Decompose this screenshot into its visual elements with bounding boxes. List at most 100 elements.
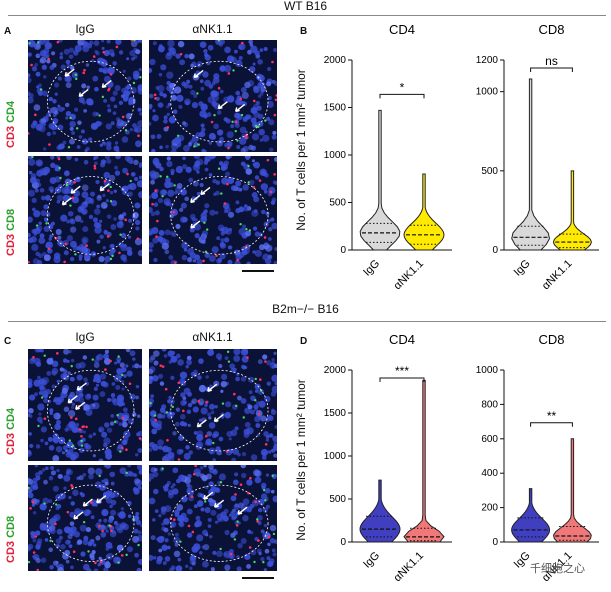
panel-a-col-igg: IgG [75,22,95,36]
scale-bar-c [242,577,274,579]
arrow-icon [203,491,214,500]
y-tick-label: 600 [481,434,498,445]
x-tick-label: IgG [361,258,382,279]
x-tick-label: αNK1.1 [540,258,575,293]
micrograph-a-igg-cd8 [28,156,142,264]
arrow-icon [64,68,75,77]
watermark: 千细胞之心 [530,563,585,575]
significance-bracket [530,67,573,72]
bottom-rule [8,321,606,322]
panel-a-row-cd4-label: CD3 CD4 [5,101,17,148]
panel-label-c: C [4,336,12,347]
significance-label: * [400,80,405,94]
chart-title: CD4 [389,332,415,347]
arrow-icon [61,197,72,206]
green-channel-label: CD8 [5,515,17,538]
y-tick-label: 1000 [324,451,347,462]
arrow-icon [213,499,225,508]
y-tick-label: 2000 [324,365,347,376]
y-tick-label: 2000 [324,55,347,66]
arrow-icon [82,498,93,507]
micrograph-c-igg-cd4 [28,349,142,461]
x-tick-label: IgG [512,258,533,279]
y-tick-label: 0 [492,537,498,548]
panel-label-d: D [300,336,308,347]
green-channel-label: CD4 [5,100,17,123]
y-tick-label: 500 [329,494,346,505]
bottom-header: B2m−/− B16 [272,302,339,316]
arrow-icon [76,382,87,391]
x-tick-label: αNK1.1 [392,550,427,585]
significance-label: *** [395,364,409,378]
arrow-icon [213,413,224,423]
arrow-icon [70,185,81,194]
significance-label: ns [545,54,558,68]
violin-igg [511,488,551,543]
y-tick-label: 1200 [476,55,499,66]
y-tick-label: 0 [492,245,498,256]
micrograph-c-ank-cd4 [149,349,277,461]
arrow-icon [237,506,248,515]
y-tick-label: 1500 [324,103,347,114]
arrow-icon [99,183,110,192]
violin-ank [403,379,445,543]
arrow-icon [75,401,86,410]
y-tick-label: 1500 [324,408,347,419]
red-channel-label: CD3 [5,540,17,563]
red-channel-label: CD3 [5,233,17,256]
top-rule [8,15,606,16]
arrow-icon [193,69,204,79]
panel-label-a: A [4,26,12,37]
violin-igg [511,78,551,251]
micrograph-c-igg-cd8 [28,465,142,571]
y-tick-label: 500 [481,166,498,177]
panel-a-col-ank: αNK1.1 [192,22,233,36]
violin-ank [552,170,592,251]
top-header: WT B16 [283,0,328,13]
arrow-icon [207,383,218,392]
violin-ank [403,173,445,251]
arrow-icon [190,220,201,229]
significance-label: ** [547,409,557,423]
chart-title: CD8 [538,22,564,37]
y-tick-label: 1000 [324,150,347,161]
red-channel-label: CD3 [5,125,17,148]
y-tick-label: 0 [340,537,346,548]
y-tick-label: 400 [481,468,498,479]
arrow-icon [190,194,201,204]
panel-c-col-ank: αNK1.1 [192,330,233,344]
arrow-icon [96,495,107,504]
chart-wt-cd4: CD4 0 500 1000 1500 2000 IgG αNK1.1 * [324,22,452,293]
arrow-icon [200,186,211,196]
chart-b2m-cd4: CD4 0 500 1000 1500 2000 IgG αNK1.1 *** [324,332,452,585]
panel-label-b: B [300,26,308,37]
y-tick-label: 0 [340,245,346,256]
y-tick-label: 1000 [476,87,499,98]
violin-igg [359,109,401,251]
x-tick-label: αNK1.1 [392,258,427,293]
significance-bracket [379,377,425,382]
y-tick-label: 200 [481,503,498,514]
micrograph-a-ank-cd4 [149,40,277,152]
significance-bracket [530,422,573,427]
red-channel-label: CD3 [5,432,17,455]
green-channel-label: CD8 [5,208,17,231]
scale-bar-a [242,270,274,272]
significance-bracket [379,93,425,99]
arrow-icon [217,101,228,110]
panel-c-row-cd4-label: CD3 CD4 [5,408,17,455]
y-tick-label: 500 [329,198,346,209]
green-channel-label: CD4 [5,407,17,430]
arrow-icon [235,103,246,113]
micrograph-a-ank-cd8 [149,156,277,264]
micrograph-c-ank-cd8 [149,465,277,571]
arrow-icon [78,88,89,98]
panel-c-col-igg: IgG [75,330,95,344]
arrow-icon [101,79,112,89]
arrow-icon [196,419,207,428]
chart-wt-cd8: CD8 0 500 1000 1200 IgG αNK1.1 ns [476,22,599,293]
y-tick-label: 800 [481,399,498,410]
x-tick-label: IgG [361,550,382,571]
chart-title: CD4 [389,22,415,37]
